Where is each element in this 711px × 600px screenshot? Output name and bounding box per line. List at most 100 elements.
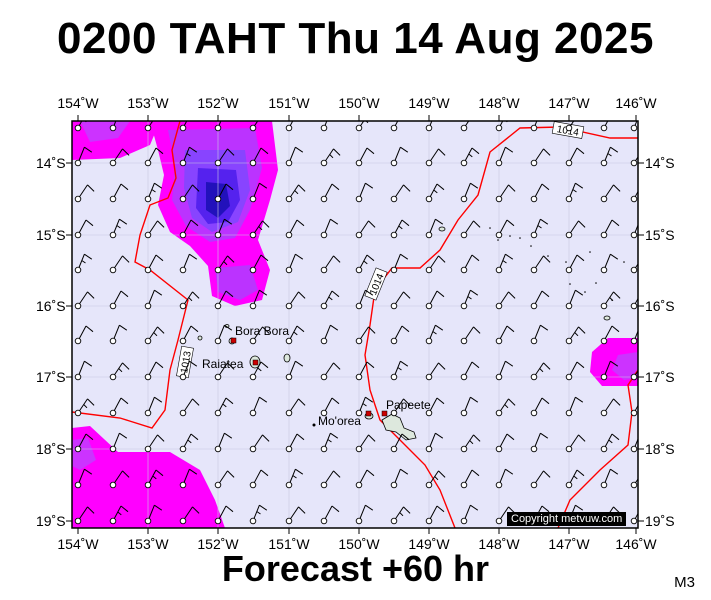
wind-barb	[320, 290, 340, 310]
wind-barb	[600, 184, 621, 203]
wind-barb	[630, 404, 638, 417]
wind-barb	[565, 361, 585, 381]
isobar-line	[557, 369, 638, 528]
wind-barb	[179, 121, 188, 132]
wind-barb	[320, 218, 339, 239]
wind-barb	[460, 147, 480, 167]
wind-barb	[460, 361, 480, 381]
wind-barb	[144, 220, 165, 239]
wind-barb	[460, 469, 480, 489]
wind-barb	[600, 253, 619, 274]
wind-barb	[630, 190, 638, 203]
wind-barb	[179, 146, 198, 167]
wind-barb	[109, 324, 128, 345]
wind-barb	[109, 121, 117, 132]
wind-barb	[249, 182, 268, 203]
wind-barb	[530, 324, 549, 345]
wind-barb	[565, 326, 586, 345]
wind-barb	[214, 432, 233, 453]
wind-barb	[109, 148, 130, 167]
map-title: 0200 TAHT Thu 14 Aug 2025	[57, 14, 654, 63]
wind-barb	[74, 433, 94, 453]
wind-barb	[600, 146, 619, 167]
lon-label-top: 152˚W	[197, 95, 239, 111]
wind-barb	[109, 505, 129, 525]
wind-barb	[495, 291, 516, 310]
wind-barb	[565, 434, 586, 453]
town-marker	[252, 359, 259, 366]
wind-barb	[425, 255, 446, 274]
lon-label-bottom: 152˚W	[197, 536, 239, 552]
wind-barb	[495, 468, 514, 489]
wind-barb	[425, 470, 446, 489]
wind-barb	[355, 147, 375, 167]
wind-barb	[495, 219, 515, 239]
wind-barb	[74, 360, 93, 381]
wind-barb	[460, 254, 480, 274]
wind-barb	[249, 396, 268, 417]
wind-barb	[425, 505, 445, 525]
wind-barb	[214, 183, 234, 203]
wind-barb	[495, 506, 516, 525]
wind-barb	[320, 148, 341, 167]
wind-barb	[530, 432, 549, 453]
lat-label-right: 17˚S	[645, 369, 675, 385]
forecast-label: Forecast +60 hr	[221, 548, 490, 589]
lon-label-bottom: 150˚W	[338, 536, 380, 552]
wind-barb	[144, 326, 165, 345]
wind-barb	[109, 218, 128, 239]
wind-barb	[390, 468, 409, 489]
lat-label-left: 19˚S	[36, 513, 66, 529]
lon-label-bottom: 147˚W	[548, 536, 590, 552]
graticule	[72, 121, 638, 528]
svg-text:1014: 1014	[556, 124, 580, 139]
wind-barb	[495, 325, 515, 345]
lat-label-left: 14˚S	[36, 155, 66, 171]
wind-barb	[495, 398, 516, 417]
lon-label-top: 150˚W	[338, 95, 380, 111]
wind-barb	[425, 432, 444, 453]
wind-barb	[355, 434, 376, 453]
wind-barb	[460, 220, 481, 239]
wind-barb	[179, 360, 198, 381]
wind-barb	[285, 506, 306, 525]
wind-barb	[630, 370, 638, 381]
island-huahine	[283, 353, 291, 363]
wind-barb	[74, 219, 94, 239]
wind-barb	[600, 121, 609, 132]
wind-barb	[630, 223, 638, 239]
wind-barb	[600, 398, 621, 417]
wind-barb	[390, 360, 409, 381]
wind-barb	[144, 254, 164, 274]
wind-barb	[179, 398, 200, 417]
wind-barb	[390, 433, 410, 453]
wind-barb	[214, 397, 234, 417]
wind-barb	[144, 469, 164, 489]
wind-barb	[285, 468, 304, 489]
wind-barb	[460, 434, 481, 453]
wind-barb	[495, 146, 514, 167]
island-tahiti	[381, 413, 417, 441]
wind-barb	[495, 433, 515, 453]
lat-label-right: 18˚S	[645, 441, 675, 457]
model-label: M3	[674, 574, 695, 591]
wind-barbs	[74, 121, 638, 525]
copyright-notice: Copyright metvuw.com	[507, 512, 627, 526]
wind-barb	[320, 121, 328, 132]
wind-barb	[320, 255, 341, 274]
wind-barb	[285, 360, 304, 381]
wind-barb	[530, 218, 549, 239]
wind-barb	[495, 184, 516, 203]
wind-barb	[390, 398, 411, 417]
wind-barb	[630, 297, 638, 310]
lat-label-right: 15˚S	[645, 227, 675, 243]
wind-barb	[74, 506, 95, 525]
lon-label-bottom: 149˚W	[408, 536, 450, 552]
wind-barb	[109, 470, 130, 489]
wind-barb	[214, 218, 233, 239]
wind-barb	[249, 121, 259, 132]
wind-barb	[74, 468, 93, 489]
wind-barb	[320, 470, 341, 489]
wind-barb	[144, 361, 164, 381]
